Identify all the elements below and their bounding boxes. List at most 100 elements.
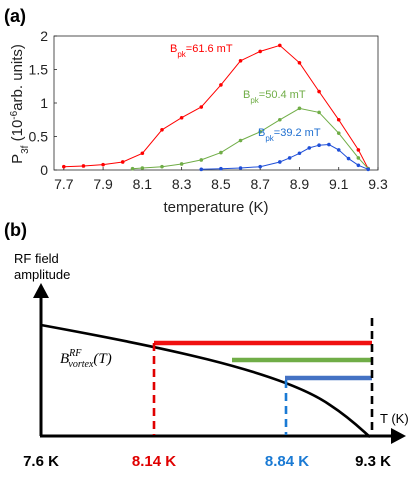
series-point-0 [258,49,262,54]
panel-a-x-ticks: 7.7 7.9 8.1 8.3 8.5 8.7 8.9 9.1 9.3 [54,167,388,192]
panel-a-label: (a) [4,6,26,26]
series-point-0 [317,89,321,94]
series-label-61-6-main: B [170,43,177,55]
y-axis-title-pre: (10 [9,120,26,146]
y-axis-title-post: arb. units) [9,44,26,111]
panel-a-x-axis-title: temperature (K) [163,199,268,216]
series-label-50-4-sub: pk [250,96,259,105]
series-point-2 [219,166,223,171]
series-point-2 [238,166,243,170]
series-label-61-6: Bpk=61.6 mT [170,43,233,59]
y-tick-label: 1 [40,95,48,111]
series-label-50-4-rest: =50.4 mT [259,89,306,101]
series-label-61-6-sub: pk [177,50,186,59]
series-line-2 [201,143,369,170]
series-label-61-6-rest: =61.6 mT [186,43,233,55]
series-point-0 [278,43,282,48]
x-tick-label: 7.9 [93,176,113,192]
series-point-2 [287,156,292,160]
vortex-curve-label: BRF vortex(T) [60,348,112,370]
panel-b-label: (b) [4,220,27,240]
tick-label-8-84: 8.84 K [265,453,309,470]
panel-b-x-axis-arrowhead [391,428,406,444]
y-axis-title-sup: -6 [9,110,20,119]
series-point-1 [238,138,243,143]
x-tick-label: 8.1 [133,176,153,192]
tick-label-7-6: 7.6 K [23,453,59,470]
x-tick-label: 8.7 [250,176,270,192]
series-point-1 [140,166,145,170]
series-point-1 [297,106,302,111]
series-point-0 [101,162,105,167]
panel-b-y-label-line2: amplitude [14,267,70,282]
vortex-curve-label-arg: (T) [93,351,111,367]
tick-label-8-14: 8.14 K [132,453,176,470]
panel-b-y-axis-arrowhead [33,283,49,298]
series-point-0 [62,164,66,169]
x-tick-label: 9.1 [329,176,349,192]
series-point-0 [238,58,243,63]
x-tick-label: 8.9 [290,176,310,192]
x-tick-label: 8.5 [211,176,231,192]
panel-b-x-axis-title: T (K) [380,411,409,426]
series-point-2 [297,151,302,156]
panel-b-y-label-line1: RF field [14,251,59,266]
x-tick-label: 7.7 [54,176,74,192]
series-point-2 [366,167,370,172]
tick-label-9-3: 9.3 K [355,453,391,470]
series-point-2 [356,163,361,168]
series-point-0 [336,117,341,122]
series-line-1 [132,107,369,170]
series-point-2 [307,146,312,150]
vortex-curve-label-sup: RF [68,348,82,359]
series-point-1 [219,150,223,155]
series-point-2 [336,148,341,152]
series-point-0 [120,160,125,164]
series-point-1 [199,158,204,162]
series-point-2 [258,164,262,169]
series-point-1 [179,162,184,166]
series-point-1 [317,110,321,115]
series-label-39-2-rest: =39.2 mT [274,127,321,139]
panel-a-y-ticks: 0 0.5 1 1.5 2 [29,28,57,178]
series-point-0 [219,83,223,87]
series-point-2 [327,142,331,147]
y-axis-title-main: P [9,154,26,164]
series-point-0 [160,128,164,132]
series-label-39-2: Bpk=39.2 mT [258,127,321,143]
y-axis-title-sub: 3f [20,145,31,154]
series-point-0 [140,151,145,156]
series-point-0 [81,164,86,168]
series-point-1 [160,164,164,169]
y-tick-label: 2 [40,28,48,44]
panel-a-series-group [62,43,370,172]
x-tick-label: 8.3 [172,176,192,192]
series-label-39-2-main: B [258,127,265,139]
series-point-0 [199,105,204,109]
series-line-0 [63,44,369,169]
y-tick-label: 0.5 [29,129,49,145]
series-label-50-4-main: B [243,89,250,101]
series-point-1 [258,130,262,134]
series-label-50-4: Bpk=50.4 mT [243,89,306,105]
panel-a-y-axis-title: P3f (10-6arb. units) [9,44,31,164]
series-point-2 [199,167,204,172]
y-tick-label: 0 [40,162,48,178]
series-point-1 [356,156,361,160]
y-tick-label: 1.5 [29,62,49,78]
x-tick-label: 9.3 [368,176,388,192]
series-point-2 [346,156,351,161]
series-point-0 [356,148,361,152]
series-point-0 [297,61,302,65]
series-point-2 [317,143,321,148]
vortex-curve-label-sub: vortex [68,359,94,370]
vortex-curve-label-main: B [60,351,69,367]
series-point-1 [278,117,282,122]
series-point-1 [336,131,341,135]
series-point-2 [278,160,282,164]
series-point-0 [179,115,184,120]
series-label-39-2-sub: pk [265,134,274,143]
series-point-1 [130,166,135,171]
